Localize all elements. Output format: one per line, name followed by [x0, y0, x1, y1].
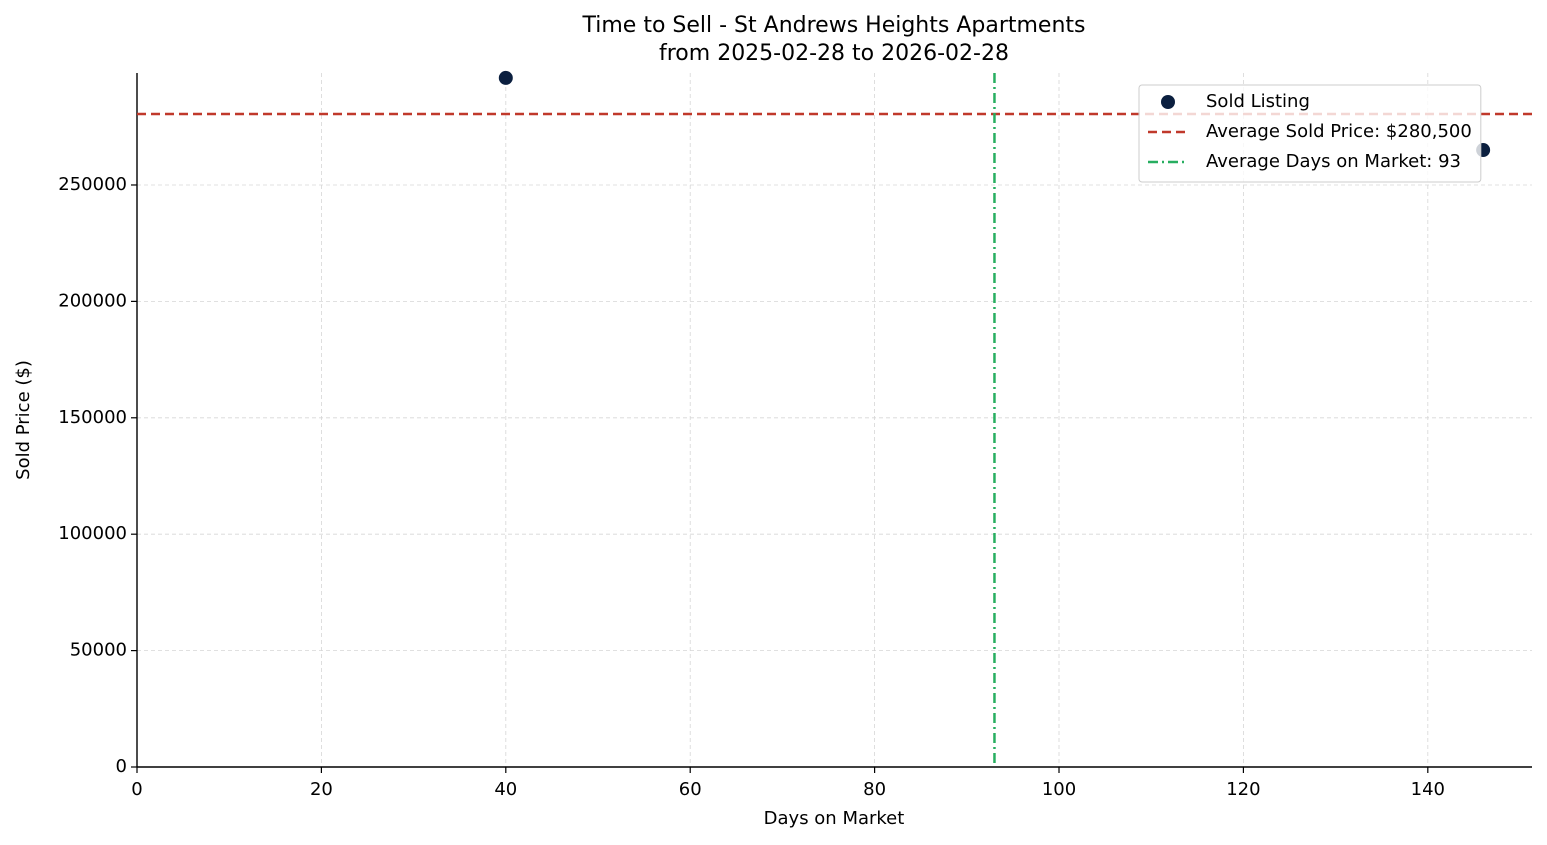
y-tick-label: 100000 [58, 523, 127, 544]
x-tick-label: 40 [494, 779, 517, 800]
x-tick-label: 140 [1411, 779, 1445, 800]
x-tick-label: 20 [310, 779, 333, 800]
y-tick-label: 200000 [58, 290, 127, 311]
y-tick-label: 0 [116, 756, 127, 777]
legend-label: Sold Listing [1206, 91, 1310, 112]
chart-subtitle: from 2025-02-28 to 2026-02-28 [659, 41, 1009, 66]
y-tick-label: 50000 [70, 640, 127, 661]
legend-box [1138, 84, 1482, 183]
legend-label: Average Days on Market: 93 [1206, 151, 1461, 172]
x-axis-label: Days on Market [764, 808, 905, 829]
point [498, 70, 513, 85]
legend-marker [1161, 95, 1175, 109]
legend: Sold Listing Average Sold Price: $280,500… [1138, 84, 1482, 183]
legend-label: Average Sold Price: $280,500 [1206, 121, 1472, 142]
y-tick-label: 150000 [58, 407, 127, 428]
x-tick-label: 80 [863, 779, 886, 800]
x-tick-label: 100 [1042, 779, 1076, 800]
y-axis-label: Sold Price ($) [13, 360, 34, 480]
y-tick-label: 250000 [58, 174, 127, 195]
x-tick-label: 60 [679, 779, 702, 800]
x-tick-label: 120 [1226, 779, 1260, 800]
x-tick-label: 0 [131, 779, 142, 800]
chart-title: Time to Sell - St Andrews Heights Apartm… [582, 13, 1086, 38]
